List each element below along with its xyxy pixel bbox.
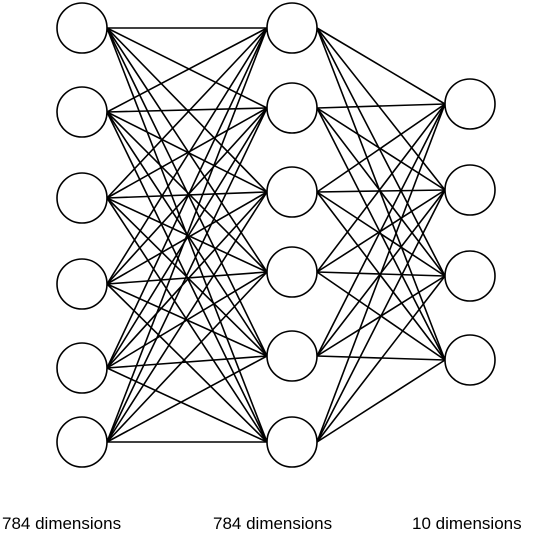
neuron-layer1-3: [266, 246, 318, 298]
connection-0-2-1: [106, 107, 268, 199]
connection-1-5-3: [316, 359, 446, 443]
neuron-layer2-1: [444, 164, 496, 216]
connection-0-4-5: [106, 367, 268, 443]
connection-0-5-3: [106, 271, 268, 443]
connection-0-2-4: [106, 197, 268, 357]
connection-0-4-1: [106, 107, 268, 369]
connection-0-4-4: [106, 355, 268, 369]
connection-0-5-4: [106, 355, 268, 443]
connection-0-1-3: [106, 111, 268, 273]
connection-0-4-2: [106, 191, 268, 369]
connection-0-5-2: [106, 191, 268, 443]
neuron-layer1-1: [266, 82, 318, 134]
connection-0-0-3: [106, 27, 268, 273]
neuron-layer2-2: [444, 250, 496, 302]
neuron-layer1-0: [266, 2, 318, 54]
neuron-layer0-1: [56, 86, 108, 138]
connection-0-1-1: [106, 107, 268, 113]
connection-1-4-0: [316, 103, 446, 357]
neuron-layer0-2: [56, 172, 108, 224]
neuron-layer0-5: [56, 416, 108, 468]
connection-1-0-1: [316, 27, 446, 191]
connection-0-2-0: [106, 27, 268, 199]
connection-1-0-2: [316, 27, 446, 277]
connection-1-0-3: [316, 27, 446, 361]
connection-1-0-0: [316, 27, 446, 105]
connection-0-3-0: [106, 27, 268, 285]
neuron-layer0-3: [56, 258, 108, 310]
connection-1-5-2: [316, 275, 446, 443]
layer-label-hidden: 784 dimensions: [213, 514, 333, 533]
connection-1-3-0: [316, 103, 446, 273]
neuron-layer0-0: [56, 2, 108, 54]
connection-1-5-0: [316, 103, 446, 443]
connection-0-4-0: [106, 27, 268, 369]
neuron-layer1-2: [266, 166, 318, 218]
connection-1-2-1: [316, 189, 446, 193]
connection-0-5-0: [106, 27, 268, 443]
neuron-layer2-0: [444, 78, 496, 130]
connection-1-5-1: [316, 189, 446, 443]
neuron-layer1-5: [266, 416, 318, 468]
connection-1-2-0: [316, 103, 446, 193]
connection-0-5-1: [106, 107, 268, 443]
connection-1-1-0: [316, 103, 446, 109]
connection-0-3-3: [106, 271, 268, 285]
neuron-layer2-3: [444, 334, 496, 386]
connections: [106, 27, 446, 443]
neuron-layer1-4: [266, 330, 318, 382]
connection-0-4-3: [106, 271, 268, 369]
connection-0-1-0: [106, 27, 268, 113]
connection-1-2-2: [316, 191, 446, 277]
connection-0-3-1: [106, 107, 268, 285]
connection-1-1-2: [316, 107, 446, 277]
network-diagram: [56, 2, 496, 468]
layer-label-input: 784 dimensions: [2, 514, 122, 533]
connection-0-1-2: [106, 111, 268, 193]
layer-label-output: 10 dimensions: [412, 514, 522, 533]
connection-0-0-1: [106, 27, 268, 109]
connection-1-2-3: [316, 191, 446, 361]
neuron-layer0-4: [56, 342, 108, 394]
connection-1-1-1: [316, 107, 446, 191]
neurons: [56, 2, 496, 468]
